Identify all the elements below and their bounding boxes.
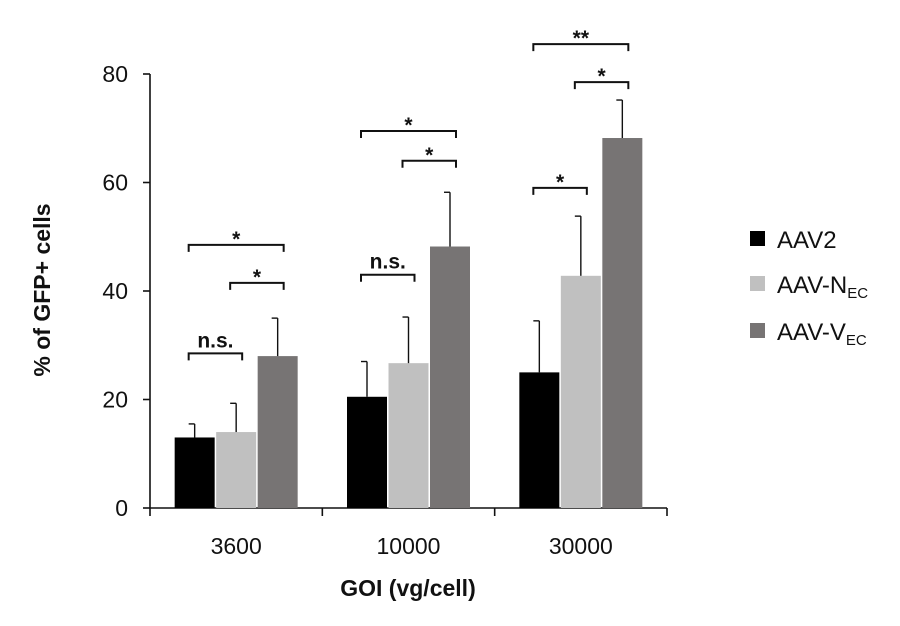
significance-label: * (425, 144, 434, 167)
legend-label: AAV2 (777, 227, 837, 254)
x-axis-title: GOI (vg/cell) (340, 575, 475, 601)
significance-label: * (253, 266, 262, 289)
significance-bracket (360, 129, 457, 138)
y-tick-label: 80 (102, 61, 128, 87)
x-tick-label: 3600 (211, 533, 262, 559)
bar (602, 138, 643, 508)
axes: 0 20 40 60 80 3600 10000 30000 (102, 61, 668, 559)
significance-label: n.s. (197, 329, 233, 352)
significance-label: ** (573, 27, 590, 50)
significance-bracket (532, 43, 630, 52)
legend-swatch (750, 231, 765, 246)
significance-bracket (532, 186, 588, 195)
x-tick-label: 30000 (549, 533, 613, 559)
bars (174, 138, 643, 508)
significance-bracket (401, 159, 457, 168)
y-tick-label: 20 (102, 387, 128, 413)
bar (560, 275, 601, 508)
significance-label: * (404, 114, 413, 137)
bar (216, 432, 257, 508)
bar (174, 437, 215, 508)
error-bars (188, 99, 624, 438)
bar (388, 363, 429, 508)
significance-bracket (229, 281, 285, 290)
y-tick-label: 60 (102, 170, 128, 196)
y-axis-title: % of GFP+ cells (29, 203, 55, 376)
legend-label-main: AAV2 (777, 227, 837, 254)
significance-label: * (597, 65, 606, 88)
significance-bracket (187, 352, 244, 361)
legend-label-subscript: EC (846, 332, 867, 349)
significance-brackets: n.s.**n.s.****** (187, 27, 630, 361)
legend-label: AAV-NEC (777, 272, 868, 302)
legend-label-subscript: EC (847, 285, 868, 302)
bar (257, 356, 298, 508)
significance-label: n.s. (370, 251, 406, 274)
legend-swatch (750, 276, 765, 291)
significance-bracket (573, 81, 630, 90)
x-tick-label: 10000 (377, 533, 441, 559)
legend-swatch (750, 323, 765, 338)
legend-label-main: AAV-V (777, 319, 846, 346)
significance-bracket (360, 273, 416, 282)
bar (347, 396, 387, 508)
legend-label-main: AAV-N (777, 272, 847, 299)
bar (430, 246, 470, 508)
y-tick-label: 0 (115, 495, 128, 521)
significance-bracket (187, 243, 285, 252)
legend-label: AAV-VEC (777, 319, 867, 349)
y-tick-label: 40 (102, 278, 128, 304)
bar (519, 372, 560, 508)
significance-label: * (556, 171, 565, 194)
significance-label: * (232, 228, 241, 251)
